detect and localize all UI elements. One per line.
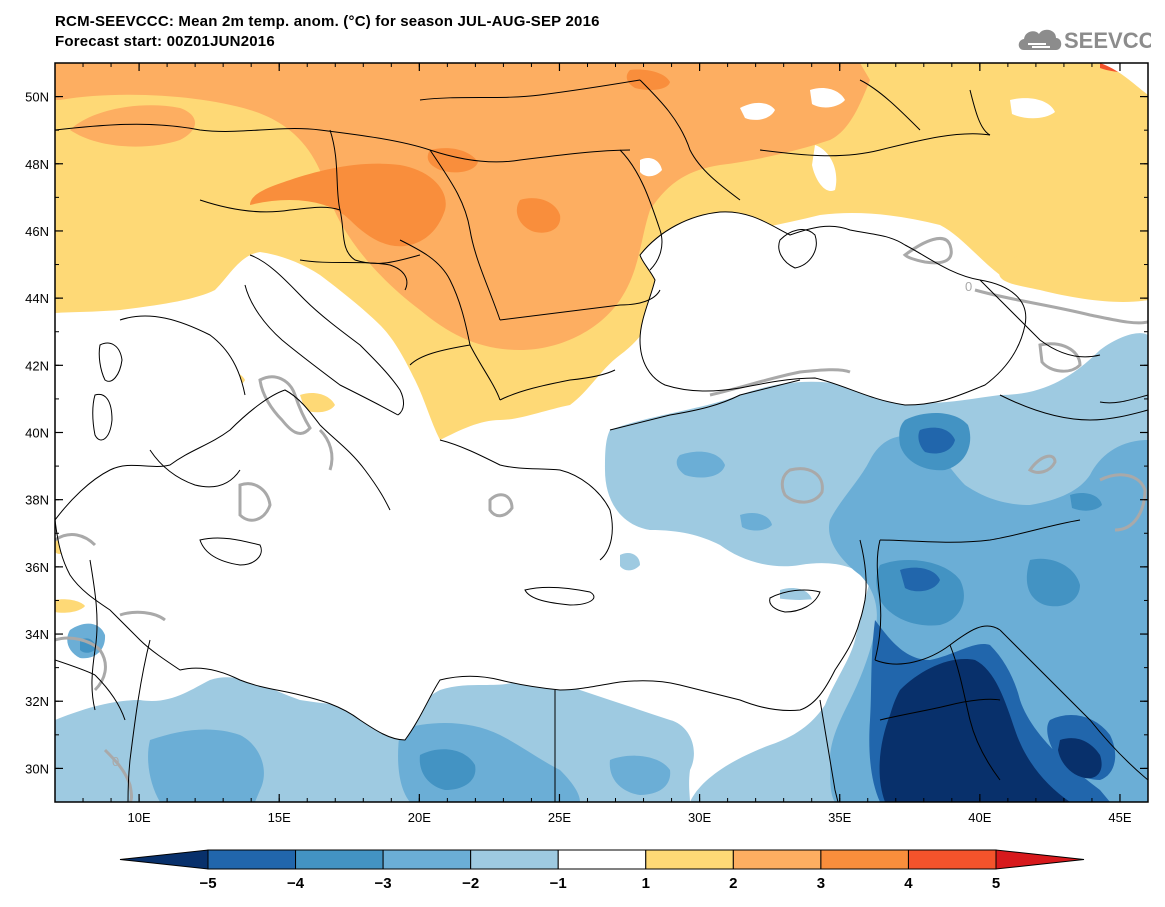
lon-tick-label: 40E: [968, 810, 991, 825]
lat-tick-label: 30N: [25, 761, 49, 776]
lat-tick-label: 34N: [25, 627, 49, 642]
colorbar-box: [382, 849, 472, 870]
forecast-map: 0 0: [25, 62, 1149, 825]
lon-tick-label: 10E: [128, 810, 151, 825]
colorbar-label: 2: [729, 875, 737, 892]
colorbar-box: [295, 849, 384, 870]
colorbar-label: 1: [642, 875, 650, 892]
lat-tick-label: 42N: [25, 358, 49, 373]
seevccc-logo: SEEVCCC: [1016, 22, 1165, 61]
lat-tick-label: 40N: [25, 426, 49, 441]
lat-tick-label: 32N: [25, 694, 49, 709]
logo-text: SEEVCCC: [1064, 28, 1151, 53]
lon-tick-label: 45E: [1108, 810, 1131, 825]
lon-tick-label: 30E: [688, 810, 711, 825]
colorbar-label: −4: [287, 875, 305, 892]
colorbar-label: −5: [199, 875, 216, 892]
longitude-axis: 10E 15E 20E 25E 30E 35E 40E 45E: [82, 63, 1149, 825]
colorbar-label: 3: [817, 875, 825, 892]
colorbar-label: −1: [550, 875, 567, 892]
coastlines: [55, 211, 1148, 741]
contour-label-0: 0: [965, 279, 972, 294]
colorbar-box: [557, 849, 647, 870]
contour-label-0: 0: [112, 754, 119, 769]
sea-areas: [55, 63, 1148, 740]
latitude-axis: 50N 48N 46N 44N 42N 40N 38N 36N 34N 32N 30N: [25, 90, 1148, 776]
lat-tick-label: 38N: [25, 493, 49, 508]
title-line-1: RCM-SEEVCCC: Mean 2m temp. anom. (°C) fo…: [55, 13, 600, 30]
adriatic-sea: [244, 255, 404, 415]
colorbar-label: −2: [462, 875, 479, 892]
tyrrhenian-sea: [119, 315, 247, 487]
lat-tick-label: 44N: [25, 291, 49, 306]
lon-tick-label: 25E: [548, 810, 571, 825]
colorbar-box: [470, 849, 559, 870]
title-line-2: Forecast start: 00Z01JUN2016: [55, 33, 275, 50]
lat-tick-label: 48N: [25, 157, 49, 172]
lon-tick-label: 35E: [828, 810, 851, 825]
colorbar-label: −3: [375, 875, 392, 892]
colorbar-label: 4: [904, 875, 913, 892]
black-sea: [640, 211, 1026, 405]
colorbar-label: 5: [992, 875, 1000, 892]
colorbar-box: [820, 849, 909, 870]
colorbar-box: [207, 849, 297, 870]
cool-anomaly-field: [55, 333, 1148, 802]
mediterranean-sea: [55, 390, 860, 740]
map-title: RCM-SEEVCCC: Mean 2m temp. anom. (°C) fo…: [55, 12, 600, 52]
caspian-edge: [1100, 63, 1148, 95]
colorbar-over-triangle: [995, 849, 1085, 870]
lat-tick-label: 46N: [25, 224, 49, 239]
aegean-sea: [438, 440, 613, 563]
country-borders: [55, 79, 1148, 802]
lon-tick-label: 15E: [268, 810, 291, 825]
colorbar-box: [907, 849, 997, 870]
lon-tick-label: 20E: [408, 810, 431, 825]
lat-tick-label: 36N: [25, 560, 49, 575]
colorbar-box: [645, 849, 734, 870]
cloud-icon: [1018, 29, 1062, 50]
colorbar-under-triangle: [119, 849, 209, 870]
lat-tick-label: 50N: [25, 90, 49, 105]
colorbar-box: [732, 849, 822, 870]
